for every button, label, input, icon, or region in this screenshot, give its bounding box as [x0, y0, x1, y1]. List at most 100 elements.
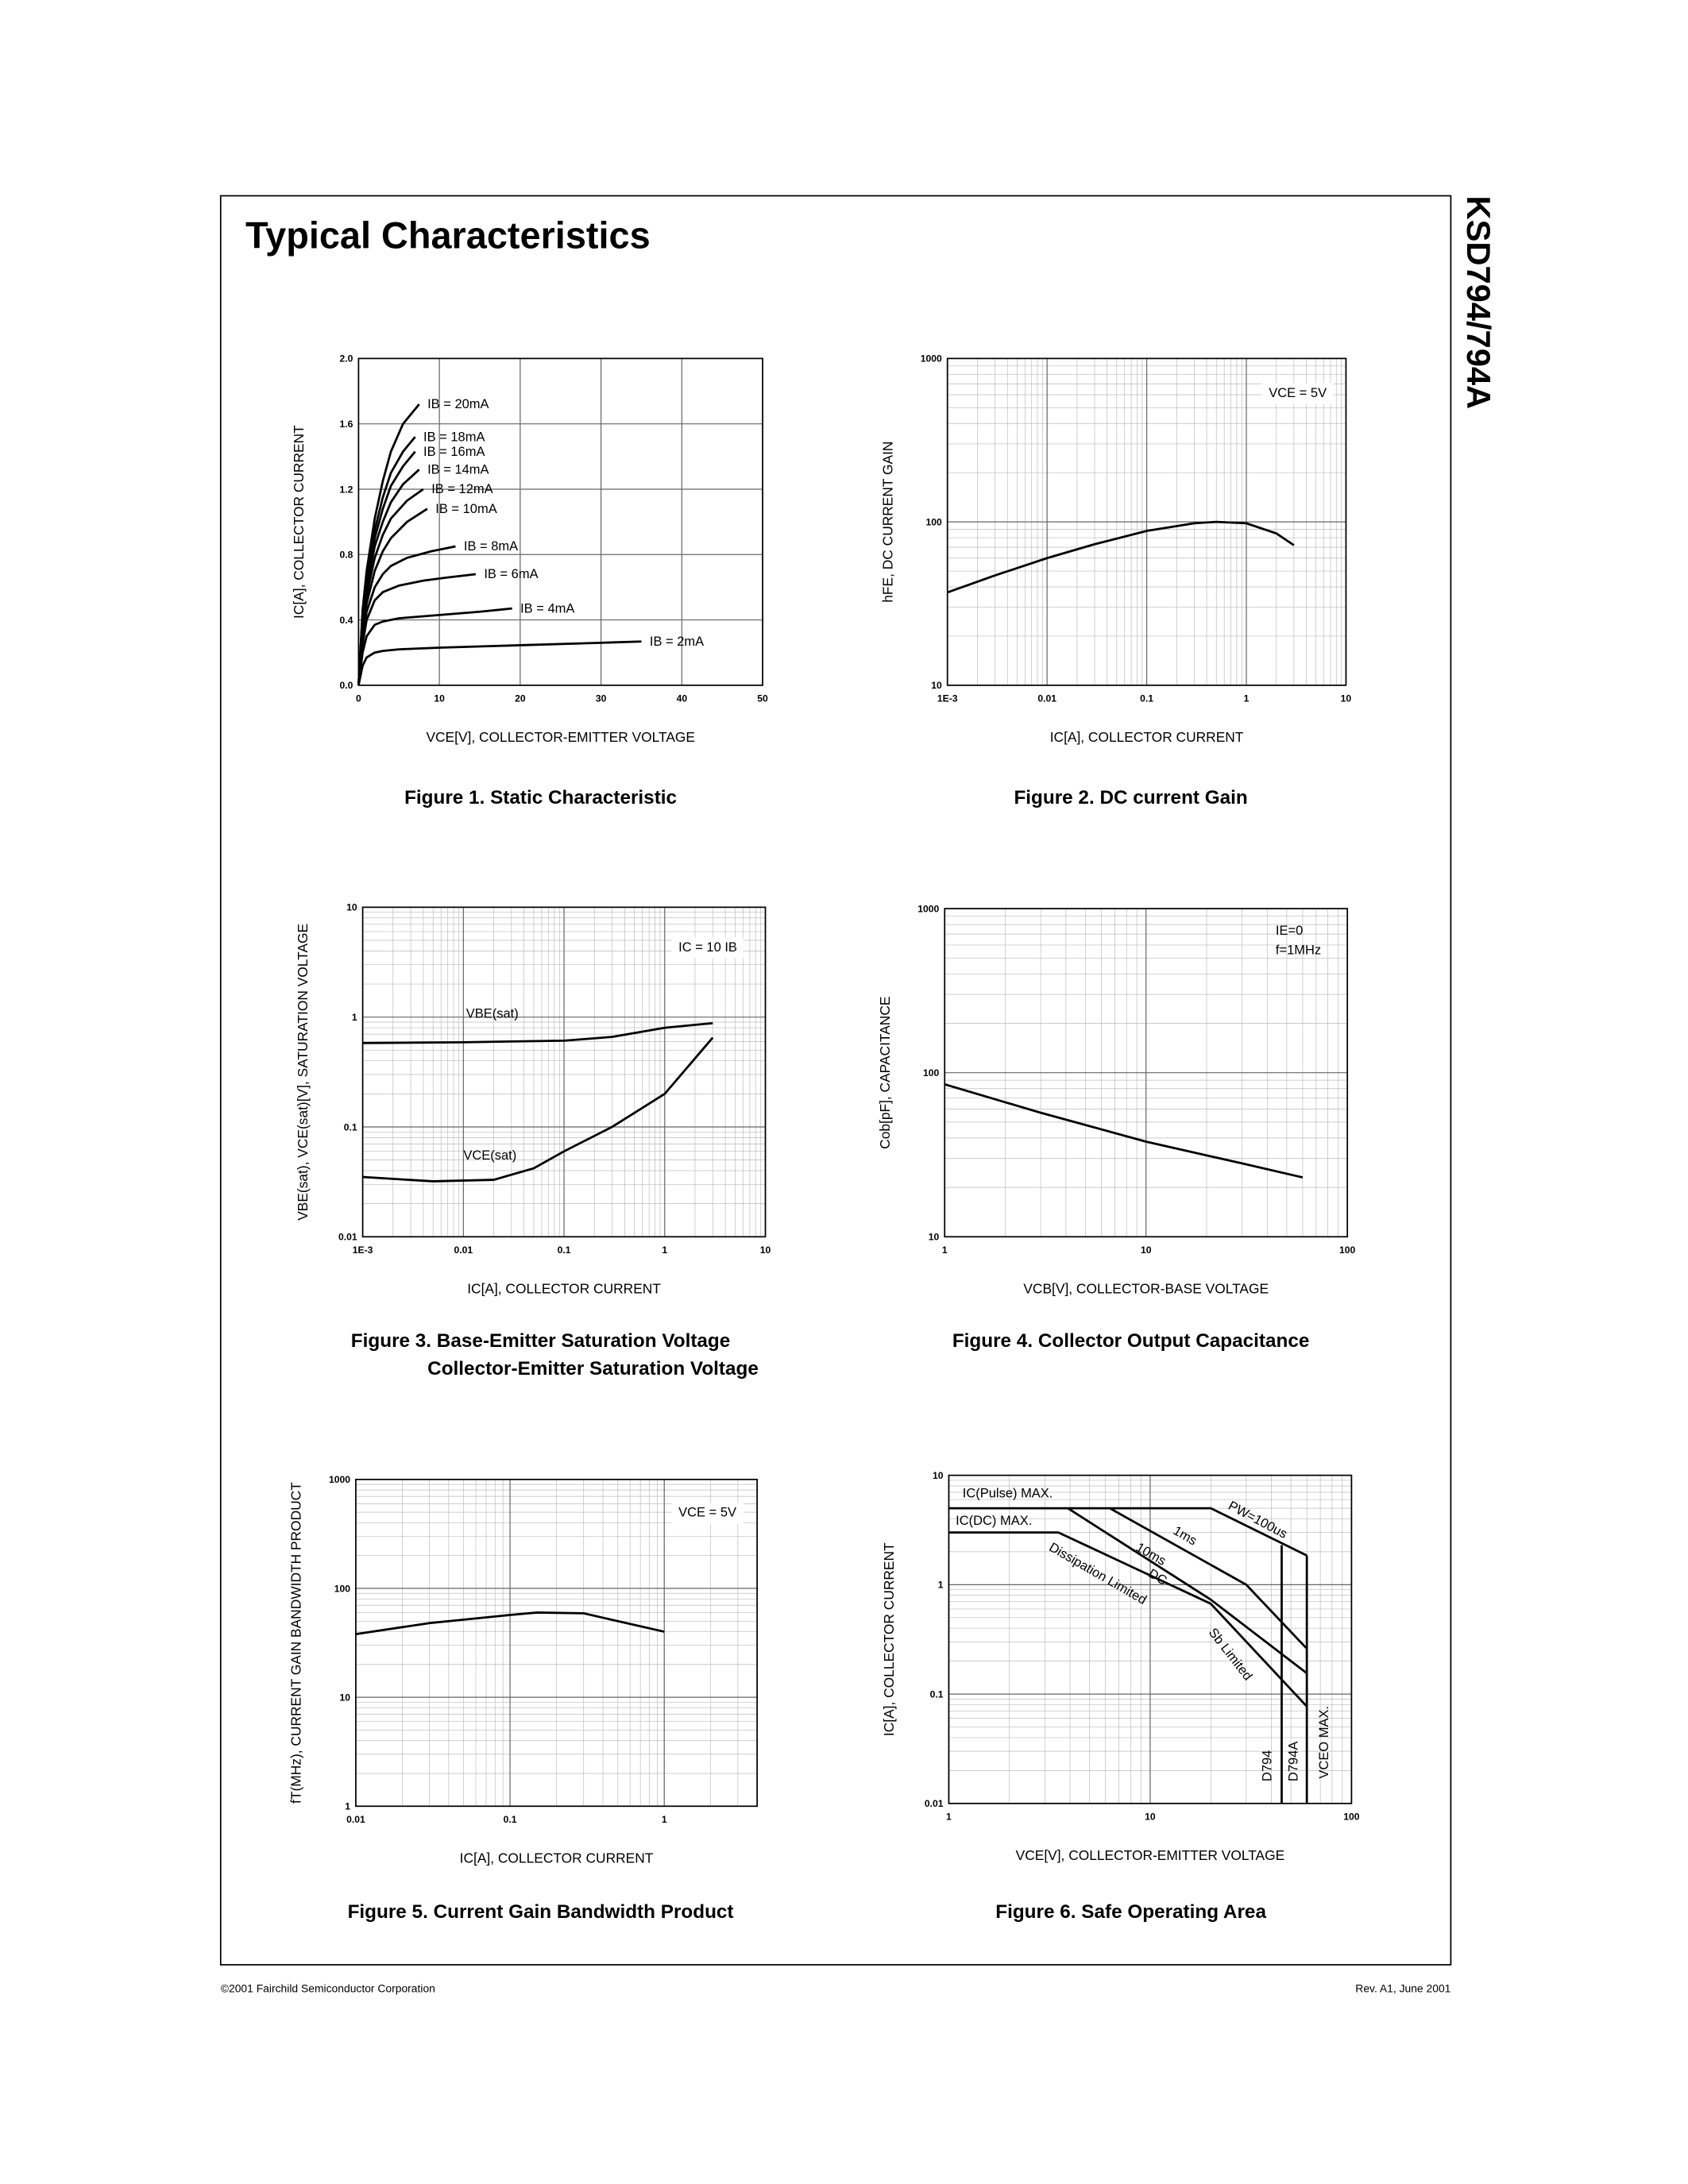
x-tick-label: 40 [677, 693, 688, 704]
x-tick-label: 1 [946, 1812, 952, 1823]
x-tick-label: 30 [596, 693, 607, 704]
x-tick-label: 100 [1339, 1244, 1356, 1256]
x-tick-label: 0.01 [346, 1814, 365, 1825]
figure-caption: Figure 5. Current Gain Bandwidth Product [348, 1901, 734, 1923]
side-label: KSD794/794A [1460, 196, 1497, 410]
y-tick-label: 0.4 [340, 615, 353, 626]
x-tick-label: 1 [662, 1244, 667, 1256]
annotation: VCEO MAX. [1317, 1706, 1331, 1779]
x-tick-label: 20 [515, 693, 526, 704]
annotation: D794A [1287, 1742, 1301, 1781]
y-tick-label: 0.1 [930, 1688, 944, 1700]
annotation: VCE = 5V [678, 1506, 736, 1520]
y-tick-label: 0.8 [340, 550, 353, 561]
y-tick-label: 0.0 [340, 680, 353, 691]
page-title: Typical Characteristics [245, 215, 651, 257]
curve-label: IB = 12mA [431, 482, 492, 496]
y-tick-label: 10 [929, 1232, 940, 1243]
curve [357, 545, 456, 685]
plot-area [358, 358, 763, 685]
x-tick-label: 0.1 [504, 1814, 517, 1825]
curve-label: IB = 16mA [423, 445, 485, 459]
x-tick-label: 10 [1145, 1812, 1156, 1823]
figure-caption: Figure 2. DC current Gain [1014, 787, 1247, 808]
curve-label: IB = 10mA [435, 502, 496, 516]
x-axis-label: VCE[V], COLLECTOR-EMITTER VOLTAGE [1016, 1847, 1285, 1863]
x-tick-label: 10 [760, 1244, 771, 1256]
curve-label: VCE(sat) [463, 1148, 516, 1163]
x-tick-label: 10 [1141, 1244, 1152, 1256]
plot-frame [946, 357, 1347, 686]
y-tick-label: 1000 [917, 903, 939, 914]
figure-caption: Figure 3. Base-Emitter Saturation Voltag… [351, 1330, 730, 1352]
x-tick-label: 1E-3 [937, 693, 958, 704]
curve [362, 1021, 713, 1044]
x-axis-label: VCE[V], COLLECTOR-EMITTER VOLTAGE [426, 729, 695, 745]
x-axis-label: IC[A], COLLECTOR CURRENT [467, 1280, 661, 1296]
y-tick-label: 10 [346, 902, 357, 913]
curve-label: IB = 20mA [427, 397, 489, 411]
curve [357, 573, 477, 685]
figure-caption: Figure 1. Static Characteristic [404, 787, 677, 808]
annotation: D794 [1261, 1750, 1275, 1781]
y-axis-label: Cob[pF], CAPACITANCE [877, 997, 893, 1149]
footer-right: Rev. A1, June 2001 [1355, 1982, 1450, 1995]
plot-frame [948, 1474, 1353, 1804]
curve-label: IB = 14mA [427, 462, 489, 477]
page-frame [219, 195, 1452, 1966]
y-tick-label: 1 [938, 1580, 944, 1591]
curve-label: IB = 2mA [650, 635, 704, 649]
annotation: IC = 10 IB [678, 940, 737, 955]
x-axis-label: IC[A], COLLECTOR CURRENT [1050, 729, 1244, 745]
x-tick-label: 50 [757, 693, 768, 704]
y-tick-label: 2.0 [340, 353, 353, 365]
curve-label: IB = 8mA [464, 539, 518, 554]
annotation-box [1261, 383, 1334, 404]
plot-frame [355, 1478, 758, 1808]
curve [948, 1531, 1308, 1707]
y-tick-label: 1000 [329, 1474, 350, 1485]
x-tick-label: 100 [1343, 1812, 1360, 1823]
curve [362, 1036, 714, 1183]
curve-label: IB = 18mA [423, 430, 485, 444]
annotation: VCE = 5V [1269, 386, 1327, 400]
y-tick-label: 10 [933, 1470, 944, 1481]
x-tick-label: 1 [662, 1814, 667, 1825]
y-axis-label: IC[A], COLLECTOR CURRENT [881, 1542, 897, 1736]
y-tick-label: 10 [339, 1692, 350, 1703]
x-tick-label: 0.01 [1037, 693, 1056, 704]
annotation: IE=0 [1276, 924, 1303, 938]
x-tick-label: 1 [942, 1244, 948, 1256]
x-tick-label: 0.01 [454, 1244, 473, 1256]
y-tick-label: 0.1 [344, 1121, 357, 1133]
figure-caption: Figure 6. Safe Operating Area [995, 1901, 1266, 1923]
plot-frame [361, 906, 767, 1238]
y-tick-label: 1.6 [340, 419, 353, 430]
y-tick-label: 10 [931, 680, 942, 691]
y-axis-label: IC[A], COLLECTOR CURRENT [291, 425, 307, 619]
x-tick-label: 0 [356, 693, 361, 704]
annotation-box [671, 1503, 744, 1524]
y-axis-label: fT(MHz), CURRENT GAIN BANDWIDTH PRODUCT [288, 1482, 303, 1804]
footer-left: ©2001 Fairchild Semiconductor Corporatio… [221, 1982, 435, 1995]
curve-label: IB = 4mA [520, 601, 574, 615]
y-axis-label: VBE(sat), VCE(sat)[V], SATURATION VOLTAG… [295, 924, 311, 1221]
curve [357, 640, 642, 686]
curve [1109, 1507, 1308, 1650]
y-tick-label: 1 [352, 1012, 357, 1023]
annotation-box [671, 937, 744, 959]
x-tick-label: 10 [1341, 693, 1352, 704]
y-tick-label: 1000 [921, 353, 942, 365]
curve [1067, 1507, 1308, 1674]
x-tick-label: 10 [434, 693, 445, 704]
x-tick-label: 1E-3 [353, 1244, 373, 1256]
plot-frame [357, 357, 763, 686]
x-axis-label: IC[A], COLLECTOR CURRENT [460, 1850, 654, 1866]
curve-label: IB = 6mA [484, 567, 538, 581]
annotation: IC(DC) MAX. [956, 1514, 1032, 1528]
y-tick-label: 100 [925, 516, 942, 527]
curve [357, 607, 512, 686]
y-tick-label: 1 [345, 1801, 350, 1812]
y-axis-label: hFE, DC CURRENT GAIN [879, 442, 895, 603]
